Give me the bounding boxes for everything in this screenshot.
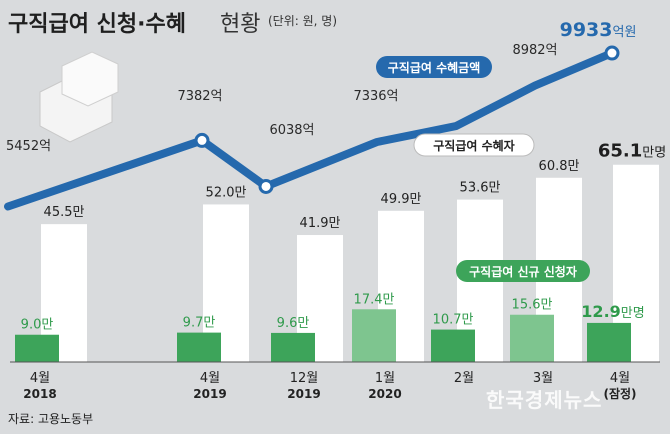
applicant-label: 17.4만 <box>354 292 395 307</box>
beneficiary-series-callout <box>413 133 535 157</box>
category-year-label: 2019 <box>287 387 320 401</box>
amount-label: 8982억 <box>512 43 557 58</box>
beneficiary-label: 65.1만명 <box>598 141 666 162</box>
watermark-text: 한국경제뉴스 <box>486 388 603 412</box>
amount-label: 7336억 <box>353 89 398 104</box>
chart-title: 구직급여 신청·수혜 <box>8 12 186 37</box>
beneficiary-label-suffix: 만명 <box>642 146 666 161</box>
building-graphic-top <box>61 51 119 107</box>
beneficiary-label: 45.5만 <box>44 205 85 220</box>
amount-point <box>194 132 210 148</box>
applicant-label: 9.0만 <box>21 318 54 333</box>
category-month-label: 2월 <box>454 371 474 386</box>
category-month-label: 4월 <box>30 371 50 386</box>
category-month-label: 12월 <box>290 371 319 386</box>
beneficiary-series-name: 구직급여 수혜자 <box>433 138 514 153</box>
amount-label-suffix: 억원 <box>612 25 636 40</box>
amount-label: 6038억 <box>269 123 314 138</box>
amount-label: 5452억 <box>6 139 51 154</box>
applicant-label: 9.7만 <box>183 316 216 331</box>
beneficiary-label: 53.6만 <box>460 181 501 196</box>
amount-point <box>258 178 274 194</box>
category-month-label: 4월 <box>200 371 220 386</box>
amount-label: 9933억원 <box>560 19 637 41</box>
applicant-label: 12.9만명 <box>581 302 644 321</box>
category-month-label: 1월 <box>375 371 395 386</box>
applicant-bar <box>352 309 396 362</box>
applicant-bar <box>587 322 631 362</box>
applicant-bar <box>510 314 554 362</box>
category-year-label: 2019 <box>193 387 226 401</box>
amount-point <box>604 45 620 61</box>
category-year-label: 2018 <box>23 387 56 401</box>
applicant-label: 15.6만 <box>512 298 553 313</box>
amount-label: 7382억 <box>177 89 222 104</box>
applicant-bar <box>431 329 475 362</box>
applicant-bar <box>15 334 59 362</box>
unit-note: (단위: 원, 명) <box>268 14 338 28</box>
category-month-label: 4월 <box>610 371 630 386</box>
category-year-label: 2020 <box>368 387 401 401</box>
amount-series-callout <box>376 56 492 78</box>
category-month-label: 3월 <box>533 371 553 386</box>
applicant-bar <box>177 332 221 362</box>
category-year-label: (잠정) <box>603 386 636 401</box>
applicant-label: 10.7만 <box>433 313 474 328</box>
source-note: 자료: 고용노동부 <box>8 412 94 426</box>
beneficiary-label: 49.9만 <box>381 192 422 207</box>
beneficiary-label: 60.8만 <box>539 159 580 174</box>
applicant-label: 9.6만 <box>277 316 310 331</box>
applicant-label-suffix: 만명 <box>621 306 645 321</box>
applicant-series-callout <box>456 260 590 282</box>
chart-subtitle: 현황 <box>220 12 261 37</box>
beneficiary-label: 41.9만 <box>300 216 341 231</box>
amount-series-name: 구직급여 수혜금액 <box>388 60 481 75</box>
applicant-series-name: 구직급여 신규 신청자 <box>469 264 577 279</box>
applicant-bar <box>271 332 315 362</box>
beneficiary-label: 52.0만 <box>206 185 247 200</box>
